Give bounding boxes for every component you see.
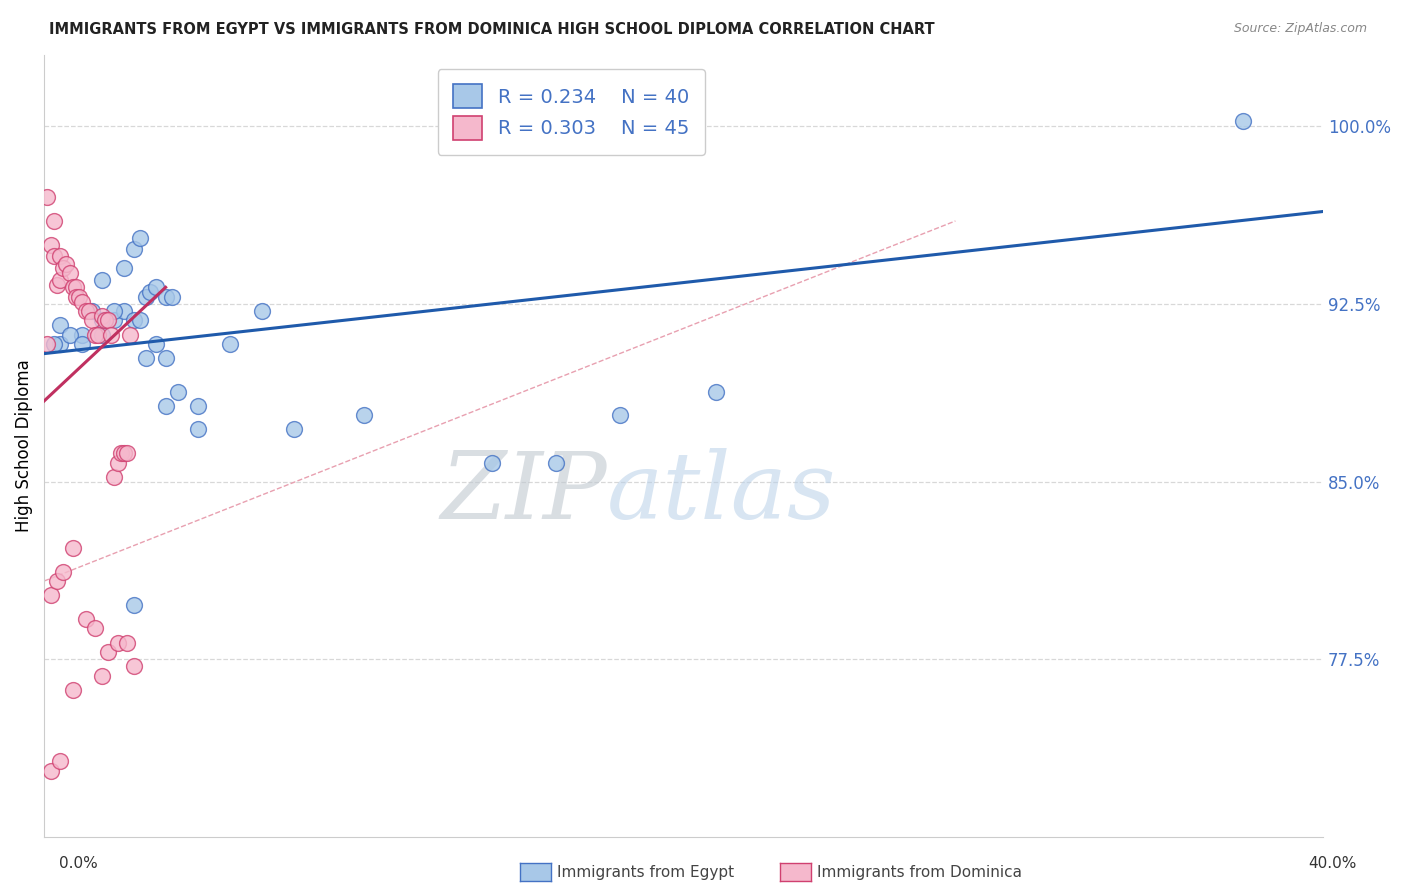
Point <box>155 399 177 413</box>
Point <box>59 327 82 342</box>
Point <box>110 446 132 460</box>
Point <box>65 290 87 304</box>
Point <box>187 399 209 413</box>
Point <box>42 337 65 351</box>
Point <box>1232 114 1254 128</box>
Point <box>62 541 84 555</box>
Point <box>218 337 240 351</box>
Text: Source: ZipAtlas.com: Source: ZipAtlas.com <box>1233 22 1367 36</box>
Point <box>107 456 129 470</box>
Point <box>90 309 112 323</box>
Point <box>39 588 62 602</box>
Point <box>45 574 67 588</box>
Point <box>37 190 59 204</box>
Point <box>112 446 135 460</box>
Point <box>155 290 177 304</box>
Point <box>39 237 62 252</box>
Point <box>544 456 567 470</box>
Point <box>90 327 112 342</box>
Point <box>250 304 273 318</box>
Text: 40.0%: 40.0% <box>1309 856 1357 871</box>
Point <box>122 659 145 673</box>
Point <box>112 304 135 318</box>
Point <box>49 754 72 768</box>
Point <box>481 456 503 470</box>
Point <box>80 313 103 327</box>
Point <box>704 384 727 399</box>
Point <box>80 304 103 318</box>
Point <box>122 598 145 612</box>
Text: ZIP: ZIP <box>440 448 607 538</box>
Text: IMMIGRANTS FROM EGYPT VS IMMIGRANTS FROM DOMINICA HIGH SCHOOL DIPLOMA CORRELATIO: IMMIGRANTS FROM EGYPT VS IMMIGRANTS FROM… <box>49 22 935 37</box>
Point <box>145 280 167 294</box>
Text: Immigrants from Egypt: Immigrants from Egypt <box>557 865 734 880</box>
Point <box>72 294 94 309</box>
Point <box>145 337 167 351</box>
Text: 0.0%: 0.0% <box>59 856 98 871</box>
Point <box>52 565 75 579</box>
Point <box>49 337 72 351</box>
Point <box>135 290 157 304</box>
Point <box>117 635 139 649</box>
Point <box>39 764 62 778</box>
Point <box>37 337 59 351</box>
Point <box>49 318 72 333</box>
Point <box>160 290 183 304</box>
Point <box>72 327 94 342</box>
Text: Immigrants from Dominica: Immigrants from Dominica <box>817 865 1022 880</box>
Point <box>97 313 120 327</box>
Point <box>90 313 112 327</box>
Point <box>49 250 72 264</box>
Point <box>353 408 375 422</box>
Point <box>49 273 72 287</box>
Point <box>283 422 305 436</box>
Point <box>135 351 157 366</box>
Text: atlas: atlas <box>607 448 837 538</box>
Point <box>97 645 120 659</box>
Point <box>103 313 125 327</box>
Point <box>129 230 152 244</box>
Point <box>77 304 100 318</box>
Point <box>103 304 125 318</box>
Point <box>90 669 112 683</box>
Point <box>103 470 125 484</box>
Point <box>129 313 152 327</box>
Point <box>107 635 129 649</box>
Point <box>117 446 139 460</box>
Point <box>100 327 122 342</box>
Point <box>167 384 190 399</box>
Y-axis label: High School Diploma: High School Diploma <box>15 359 32 533</box>
Point <box>75 304 97 318</box>
Point <box>122 243 145 257</box>
Point <box>112 261 135 276</box>
Legend: R = 0.234    N = 40, R = 0.303    N = 45: R = 0.234 N = 40, R = 0.303 N = 45 <box>437 69 704 155</box>
Point <box>59 266 82 280</box>
Point <box>87 327 110 342</box>
Point <box>42 250 65 264</box>
Point <box>62 280 84 294</box>
Point <box>155 351 177 366</box>
Point <box>138 285 160 299</box>
Point <box>75 612 97 626</box>
Point <box>65 280 87 294</box>
Point <box>62 683 84 698</box>
Point <box>72 337 94 351</box>
Point <box>122 313 145 327</box>
Point <box>45 277 67 292</box>
Point <box>187 422 209 436</box>
Point <box>120 327 142 342</box>
Point <box>42 214 65 228</box>
Point <box>55 257 77 271</box>
Point <box>52 261 75 276</box>
Point <box>94 313 117 327</box>
Point <box>609 408 631 422</box>
Point <box>67 290 90 304</box>
Point <box>84 621 107 635</box>
Point <box>90 273 112 287</box>
Point <box>84 327 107 342</box>
